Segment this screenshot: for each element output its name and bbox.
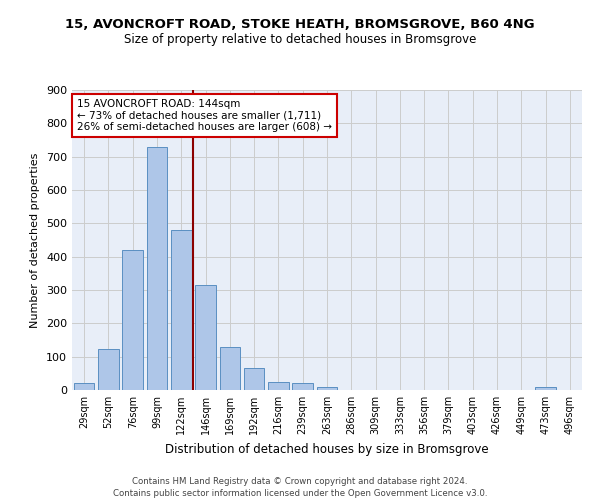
- Bar: [268, 382, 289, 390]
- X-axis label: Distribution of detached houses by size in Bromsgrove: Distribution of detached houses by size …: [165, 442, 489, 456]
- Text: Size of property relative to detached houses in Bromsgrove: Size of property relative to detached ho…: [124, 32, 476, 46]
- Bar: [317, 386, 337, 390]
- Bar: [146, 146, 167, 390]
- Text: 15 AVONCROFT ROAD: 144sqm
← 73% of detached houses are smaller (1,711)
26% of se: 15 AVONCROFT ROAD: 144sqm ← 73% of detac…: [77, 99, 332, 132]
- Bar: [122, 250, 143, 390]
- Text: Contains public sector information licensed under the Open Government Licence v3: Contains public sector information licen…: [113, 489, 487, 498]
- Bar: [535, 386, 556, 390]
- Bar: [74, 384, 94, 390]
- Bar: [292, 384, 313, 390]
- Bar: [171, 230, 191, 390]
- Bar: [195, 285, 216, 390]
- Bar: [98, 350, 119, 390]
- Bar: [220, 346, 240, 390]
- Text: Contains HM Land Registry data © Crown copyright and database right 2024.: Contains HM Land Registry data © Crown c…: [132, 478, 468, 486]
- Y-axis label: Number of detached properties: Number of detached properties: [31, 152, 40, 328]
- Bar: [244, 368, 265, 390]
- Text: 15, AVONCROFT ROAD, STOKE HEATH, BROMSGROVE, B60 4NG: 15, AVONCROFT ROAD, STOKE HEATH, BROMSGR…: [65, 18, 535, 30]
